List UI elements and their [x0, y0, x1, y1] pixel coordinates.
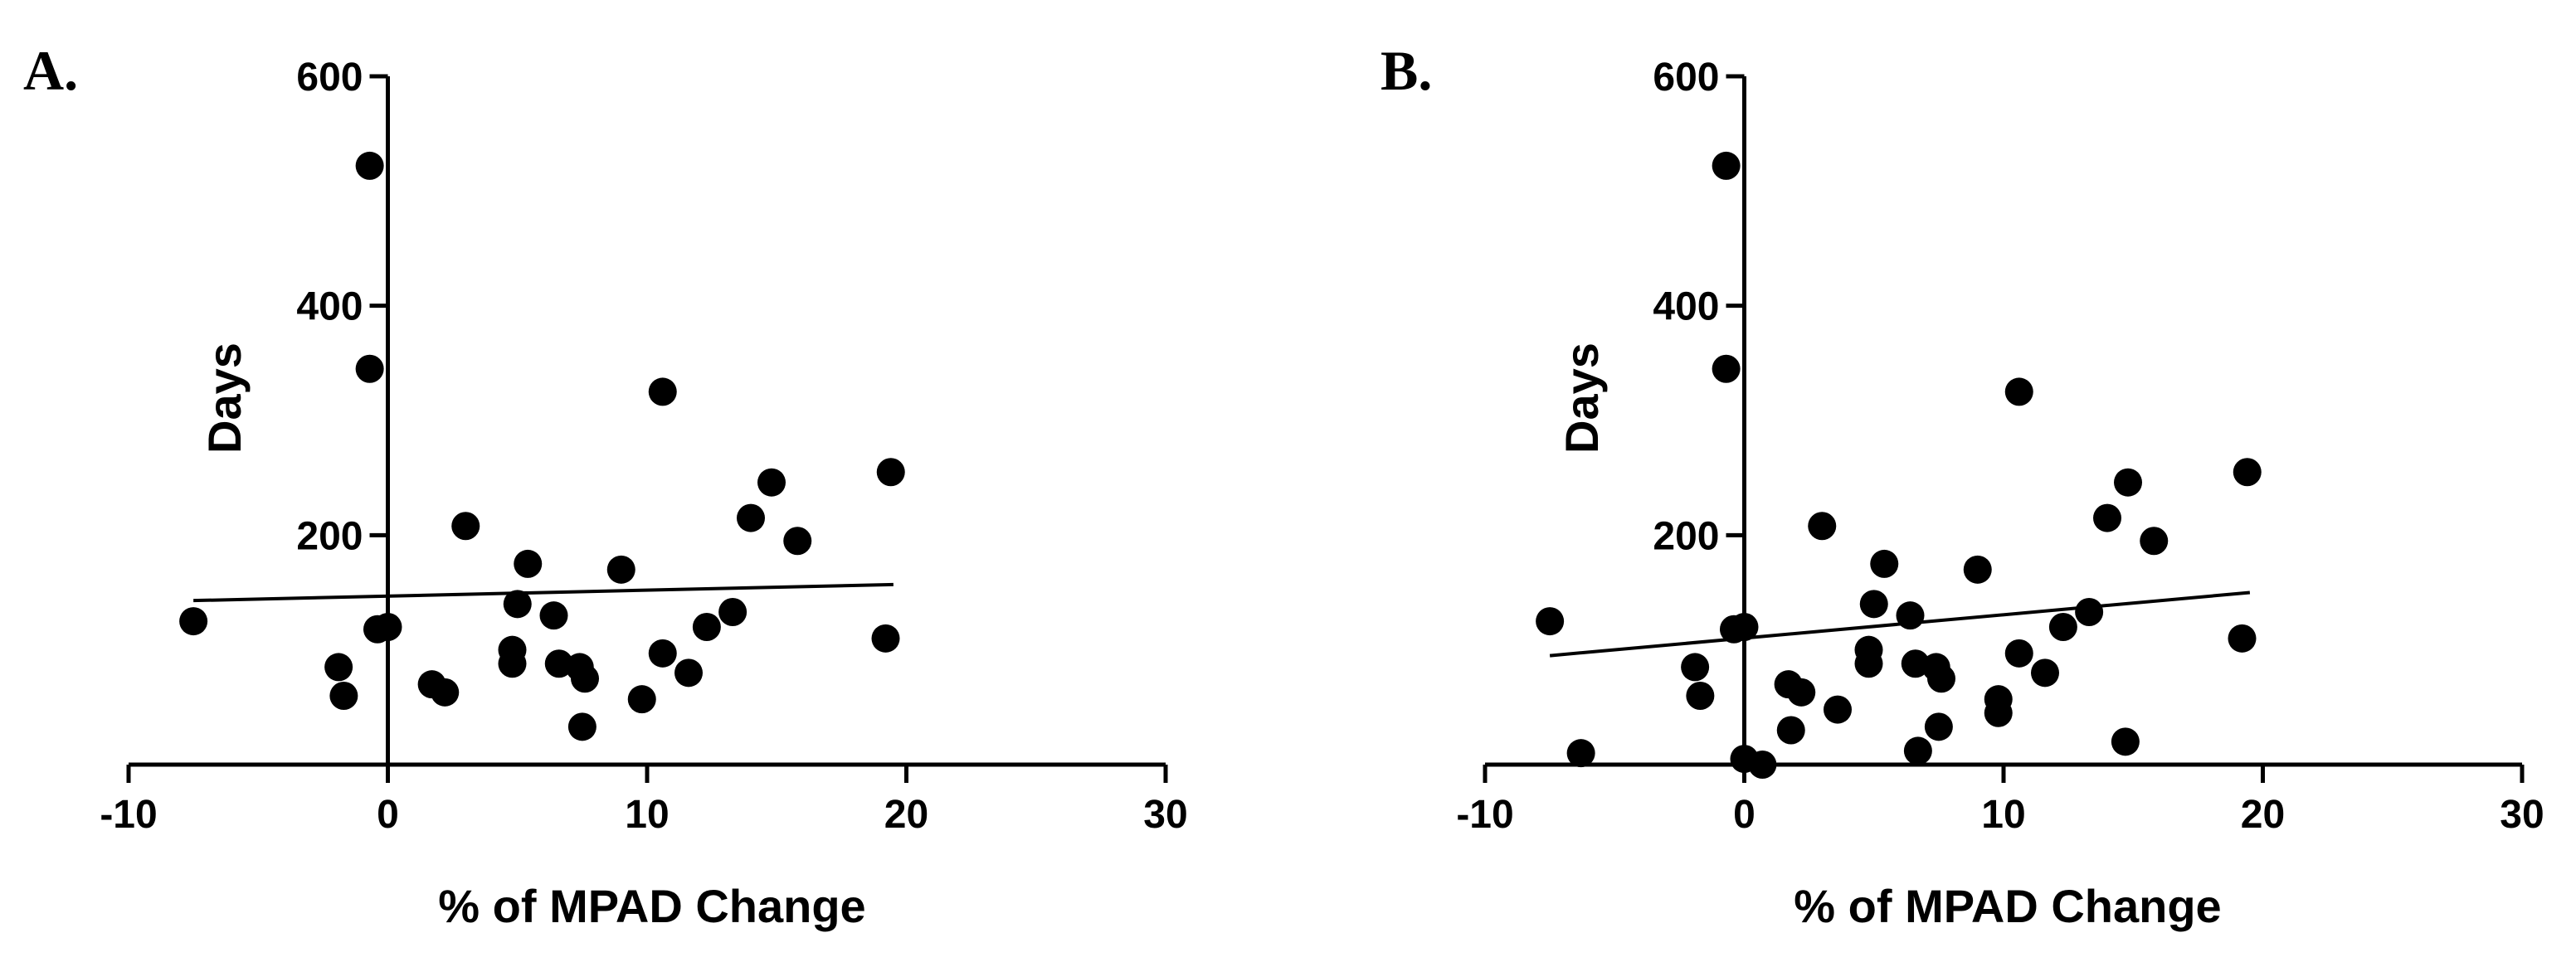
panel-a-data-point: [648, 377, 677, 406]
panel-b-data-point: [2111, 727, 2140, 756]
panel-b-points: [1536, 151, 2262, 779]
panel-b-x-tick-label: 0: [1733, 793, 1755, 837]
panel-b-data-point: [1681, 653, 1710, 682]
panel-a-data-point: [355, 151, 384, 180]
panel-a-data-point: [871, 624, 900, 653]
panel-a-x-tick-label: -10: [100, 793, 157, 837]
panel-b-x-tick-label: -10: [1456, 793, 1513, 837]
panel-b-y-tick-label: 600: [1653, 56, 1719, 100]
panel-a-data-point: [179, 607, 208, 636]
panel-b-data-point: [1730, 613, 1759, 641]
panel-b-data-point: [2233, 458, 2262, 487]
panel-a-data-point: [355, 354, 384, 383]
panel-a-data-point: [544, 649, 573, 678]
panel-b-x-axis-title: % of MPAD Change: [1794, 880, 2221, 932]
panel-b-data-point: [2048, 613, 2077, 641]
panel-a-data-point: [692, 613, 721, 641]
panel-a-data-point: [737, 503, 765, 532]
panel-a-data-point: [498, 649, 527, 678]
panel-a-data-point: [876, 458, 905, 487]
panel-b-trendline: [1549, 590, 2251, 658]
panel-b-data-point: [2228, 624, 2257, 653]
panel-b-data-point: [1748, 751, 1777, 779]
panel-a-axes: -10 0 10 20 30 200 400 600: [100, 56, 1187, 837]
panel-b-y-tick-label: 400: [1653, 285, 1719, 329]
panel-a-data-point: [757, 468, 786, 497]
panel-b-data-point: [1984, 698, 2013, 727]
panel-b-data-point: [1536, 607, 1565, 636]
panel-a-data-point: [718, 598, 747, 627]
panel-b-data-point: [1712, 354, 1741, 383]
panel-a-data-point: [674, 658, 703, 687]
panel-b-data-point: [1787, 678, 1816, 707]
panel-a-data-point: [324, 653, 353, 682]
panel-a-trendline-group: [193, 582, 894, 603]
panel-a-data-point: [514, 549, 543, 578]
panel-b-data-point: [2004, 377, 2033, 406]
panel-b-data-point: [2075, 598, 2104, 627]
panel-a-x-tick-label: 20: [884, 793, 928, 837]
panel-b-data-point: [1859, 590, 1888, 619]
panel-b-data-point: [1924, 712, 1953, 741]
panel-b-data-point: [1566, 739, 1595, 768]
panel-a-data-point: [503, 590, 532, 619]
panel-a-data-point: [648, 639, 677, 668]
panel-a-y-tick-label: 200: [296, 514, 363, 558]
panel-b-data-point: [1901, 649, 1930, 678]
panel-a-data-point: [627, 685, 656, 714]
panel-a-label: A.: [23, 39, 78, 102]
panel-b-data-point: [1927, 664, 1955, 693]
panel-a-data-point: [567, 712, 597, 741]
panel-b-data-point: [2004, 639, 2033, 668]
panel-b-x-tick-label: 30: [2500, 793, 2544, 837]
panel-a-data-point: [329, 682, 358, 710]
panel-a-data-point: [783, 527, 812, 556]
panel-a-x-axis-title: % of MPAD Change: [438, 880, 865, 932]
panel-b-data-point: [1808, 512, 1837, 541]
panel-b-trendline-group: [1549, 590, 2251, 658]
panel-b-data-point: [2031, 658, 2059, 687]
panel-a-x-tick-label: 10: [625, 793, 669, 837]
panel-b: B. Days % of MPAD Change -10 0 10 20 30 200 40…: [1381, 39, 2544, 932]
panel-b-data-point: [1824, 695, 1852, 724]
panel-b-x-tick-label: 10: [1981, 793, 2025, 837]
panel-a-data-point: [571, 664, 599, 693]
panel-a-data-point: [451, 512, 480, 541]
panel-a-trendline: [193, 582, 894, 603]
panel-a-y-axis-title: Days: [198, 343, 251, 454]
panel-b-y-tick-label: 200: [1653, 514, 1719, 558]
panel-a-data-point: [539, 601, 568, 630]
panel-a-x-tick-label: 30: [1143, 793, 1187, 837]
panel-a-data-point: [606, 555, 635, 584]
panel-b-data-point: [1963, 555, 1992, 584]
panel-a-data-point: [373, 613, 402, 641]
panel-b-data-point: [1686, 682, 1715, 710]
panel-b-data-point: [1776, 716, 1805, 745]
panel-b-data-point: [1712, 151, 1741, 180]
panel-a-points: [179, 151, 905, 741]
panel-a-y-tick-label: 600: [296, 56, 363, 100]
panel-b-x-tick-label: 20: [2241, 793, 2285, 837]
panel-b-y-axis-title: Days: [1556, 343, 1608, 454]
panel-b-axes: -10 0 10 20 30 200 400 600: [1456, 56, 2544, 837]
panel-b-data-point: [1854, 649, 1883, 678]
panel-b-data-point: [2140, 527, 2169, 556]
panel-a-y-tick-label: 400: [296, 285, 363, 329]
panel-a-data-point: [431, 678, 460, 707]
panel-b-data-point: [1903, 736, 1932, 765]
panel-a: A. Days % of MPAD Change -10 0 10 20 30 200 40…: [23, 39, 1188, 932]
panel-b-data-point: [2114, 468, 2142, 497]
panel-b-data-point: [2093, 503, 2121, 532]
panel-b-label: B.: [1381, 39, 1432, 102]
panel-b-data-point: [1870, 549, 1899, 578]
panel-a-x-tick-label: 0: [377, 793, 399, 837]
